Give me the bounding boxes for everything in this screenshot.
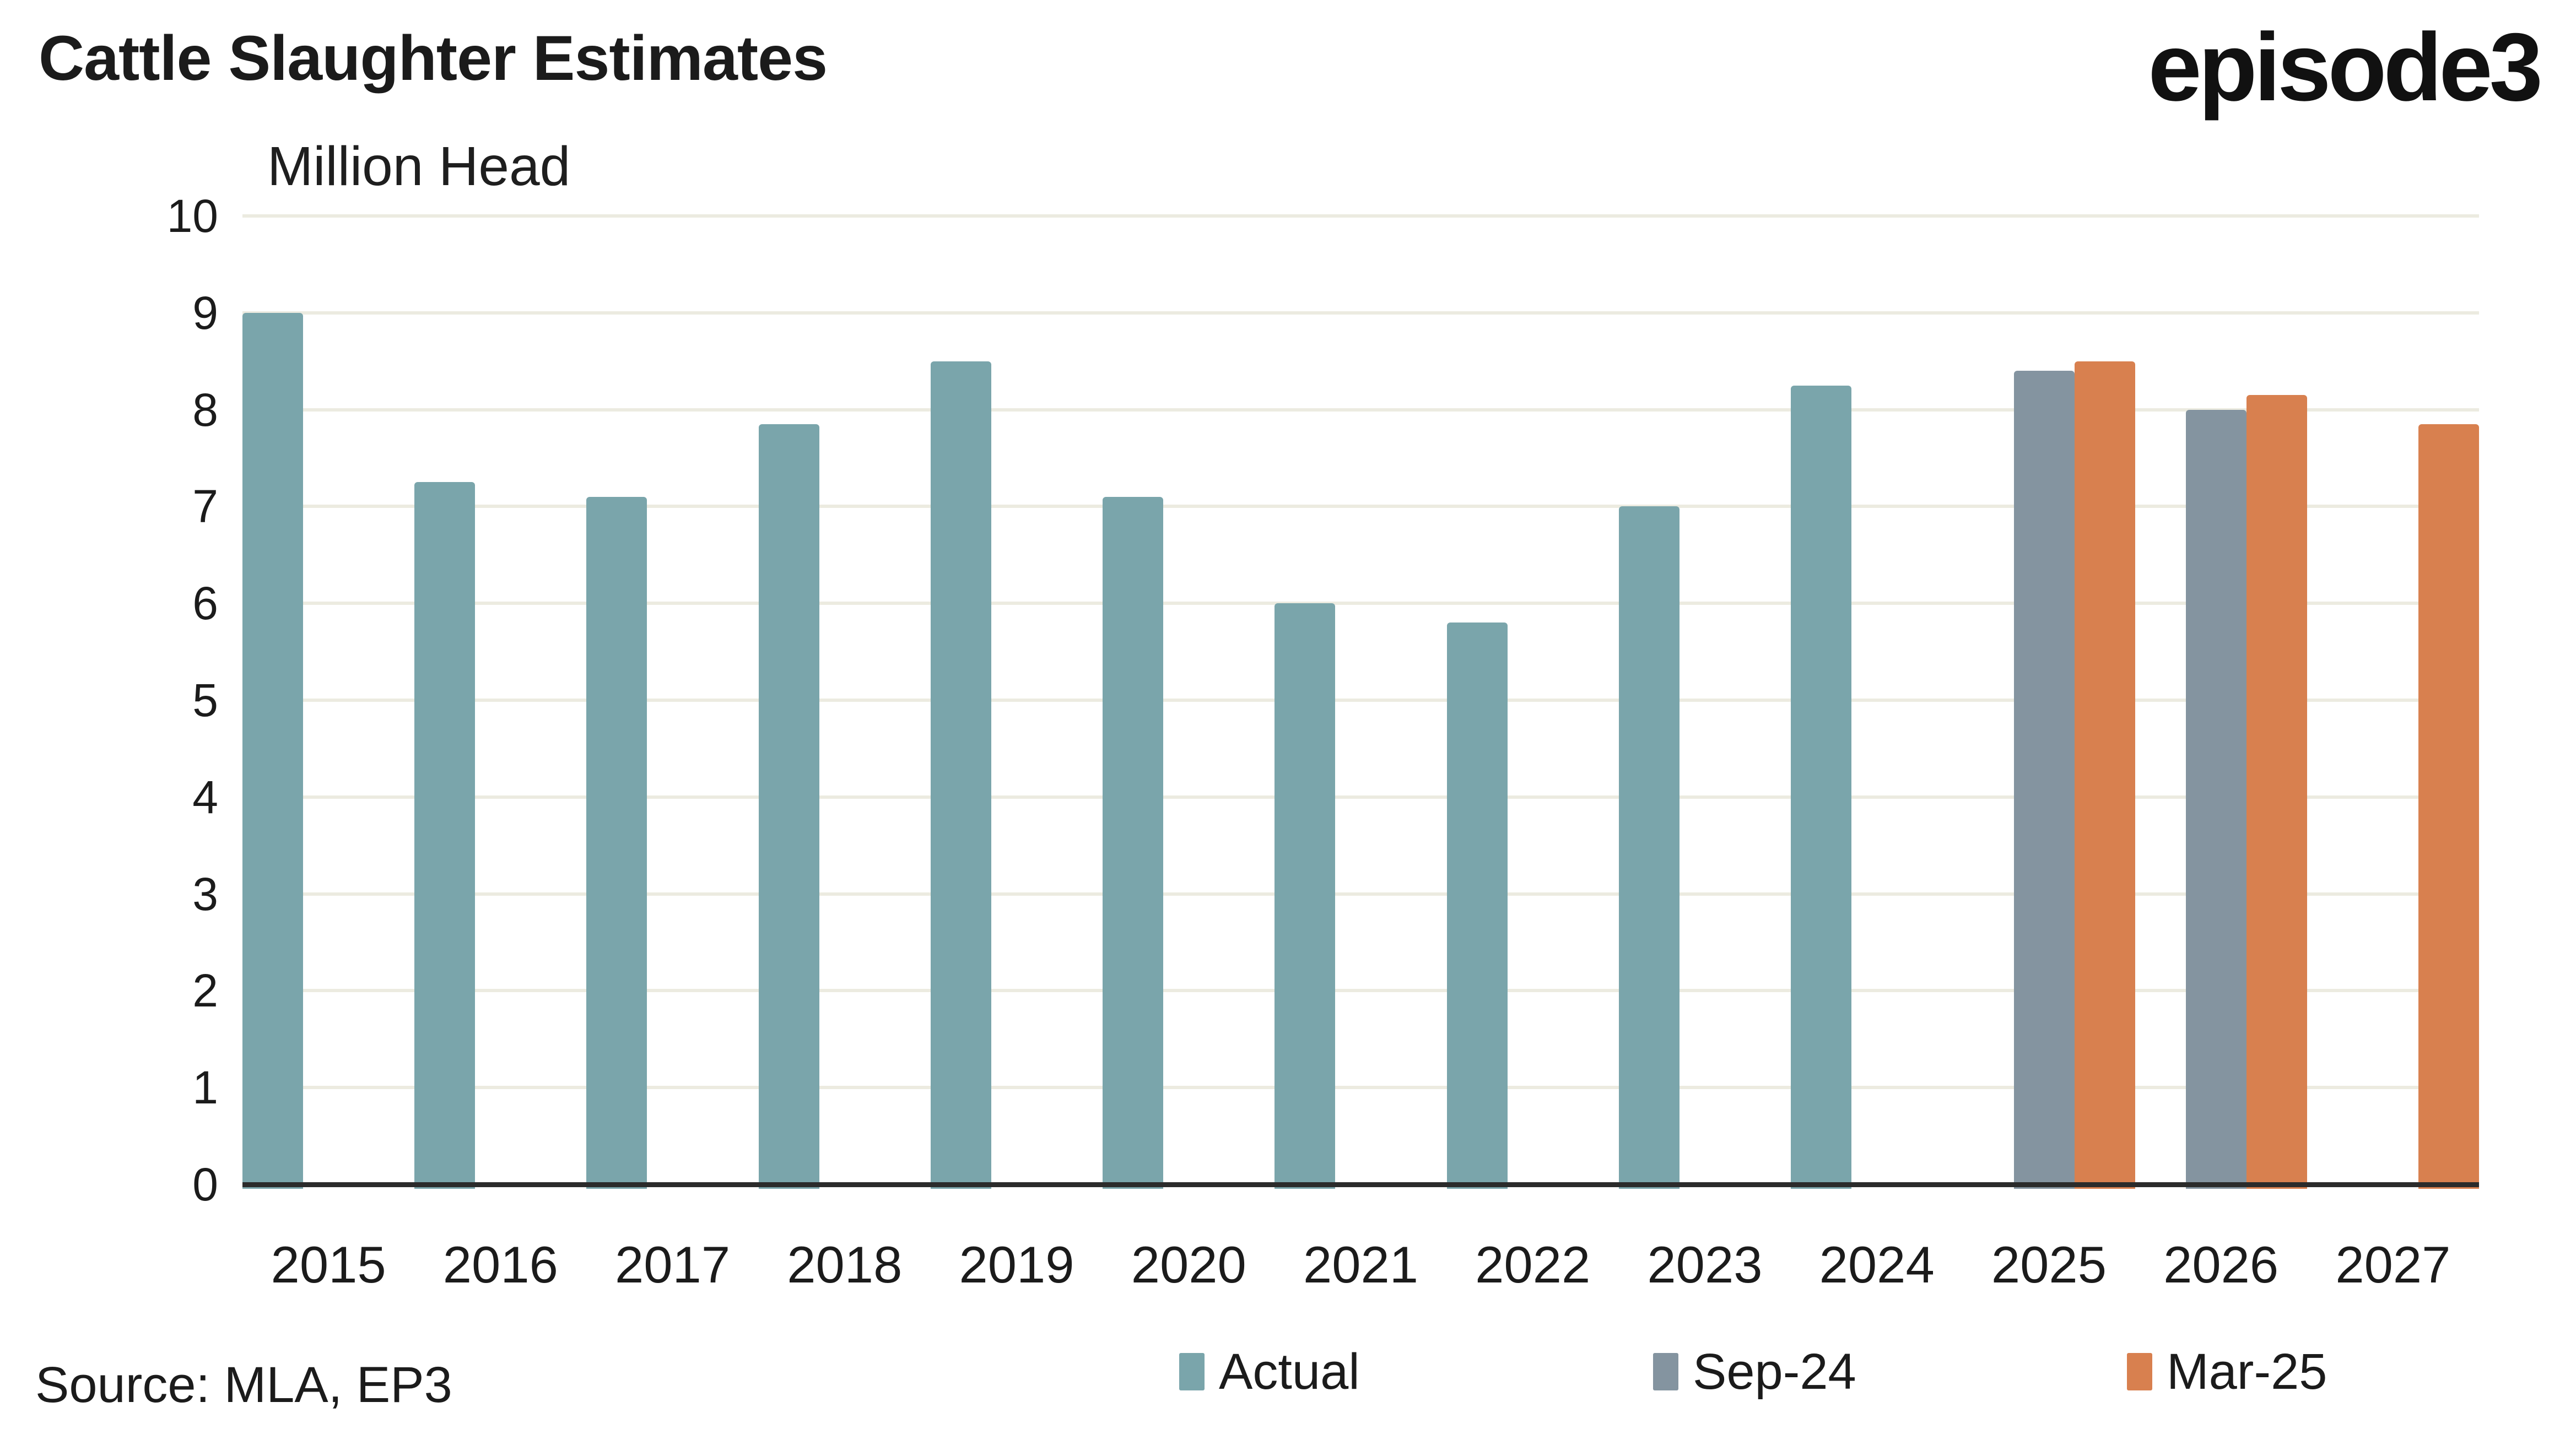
x-tick-label-2019: 2019 — [959, 1236, 1074, 1293]
legend-swatch-mar-25 — [2127, 1353, 2152, 1390]
gridline-3 — [242, 892, 2479, 896]
legend-swatch-sep-24 — [1653, 1353, 1678, 1390]
x-tick-label-2020: 2020 — [1131, 1236, 1246, 1293]
gridline-5 — [242, 699, 2479, 702]
y-tick-label-4: 4 — [192, 771, 218, 823]
x-tick-label-2016: 2016 — [442, 1236, 558, 1293]
gridline-6 — [242, 602, 2479, 605]
y-tick-label-10: 10 — [166, 190, 218, 242]
episode3-logo: episode3 — [2148, 14, 2543, 121]
chart-title: Cattle Slaughter Estimates — [39, 23, 828, 94]
gridline-2 — [242, 989, 2479, 993]
legend-item-actual: Actual — [1179, 1344, 1360, 1400]
gridline-9 — [242, 311, 2479, 315]
x-tick-label-2015: 2015 — [271, 1236, 386, 1293]
gridline-4 — [242, 795, 2479, 799]
bar-mar-25-2027 — [2418, 424, 2479, 1189]
legend-label-actual: Actual — [1219, 1344, 1360, 1400]
bar-actual-2015 — [242, 312, 303, 1189]
legend-swatch-actual — [1179, 1353, 1205, 1390]
y-tick-label-0: 0 — [192, 1159, 218, 1210]
x-tick-label-2022: 2022 — [1475, 1236, 1591, 1293]
gridline-1 — [242, 1086, 2479, 1090]
bar-mar-25-2025 — [2074, 361, 2135, 1189]
x-tick-label-2025: 2025 — [1991, 1236, 2107, 1293]
gridline-7 — [242, 505, 2479, 508]
bar-actual-2023 — [1618, 506, 1679, 1189]
y-tick-label-1: 1 — [192, 1062, 218, 1114]
gridline-10 — [242, 214, 2479, 218]
x-tick-label-2024: 2024 — [1819, 1236, 1935, 1293]
bar-actual-2017 — [586, 496, 647, 1189]
bar-actual-2016 — [414, 482, 476, 1189]
bar-mar-25-2026 — [2246, 395, 2307, 1189]
x-tick-label-2021: 2021 — [1303, 1236, 1419, 1293]
y-tick-label-8: 8 — [192, 383, 218, 436]
bar-sep-24-2026 — [2185, 409, 2246, 1189]
y-tick-label-9: 9 — [192, 286, 218, 339]
x-tick-label-2023: 2023 — [1647, 1236, 1763, 1293]
y-tick-label-3: 3 — [192, 868, 218, 920]
bar-actual-2022 — [1446, 623, 1508, 1189]
y-axis-title: Million Head — [267, 136, 571, 197]
legend-item-sep-24: Sep-24 — [1653, 1344, 1856, 1400]
y-tick-label-6: 6 — [192, 577, 218, 630]
x-tick-label-2027: 2027 — [2335, 1236, 2451, 1293]
bar-actual-2020 — [1103, 496, 1164, 1189]
legend-label-sep-24: Sep-24 — [1693, 1344, 1856, 1400]
y-tick-label-5: 5 — [192, 674, 218, 726]
y-tick-label-2: 2 — [192, 965, 218, 1017]
x-tick-label-2018: 2018 — [787, 1236, 903, 1293]
source-note: Source: MLA, EP3 — [35, 1357, 452, 1413]
gridline-8 — [242, 408, 2479, 412]
bar-actual-2021 — [1275, 603, 1336, 1189]
x-axis-line — [242, 1182, 2479, 1187]
y-tick-label-7: 7 — [192, 480, 218, 533]
bar-actual-2018 — [758, 424, 819, 1189]
x-tick-label-2017: 2017 — [615, 1236, 731, 1293]
bar-actual-2019 — [930, 361, 991, 1189]
x-tick-label-2026: 2026 — [2163, 1236, 2279, 1293]
legend-label-mar-25: Mar-25 — [2167, 1344, 2327, 1400]
legend-item-mar-25: Mar-25 — [2127, 1344, 2327, 1400]
bar-actual-2024 — [1791, 385, 1852, 1189]
bar-sep-24-2025 — [2013, 371, 2075, 1189]
